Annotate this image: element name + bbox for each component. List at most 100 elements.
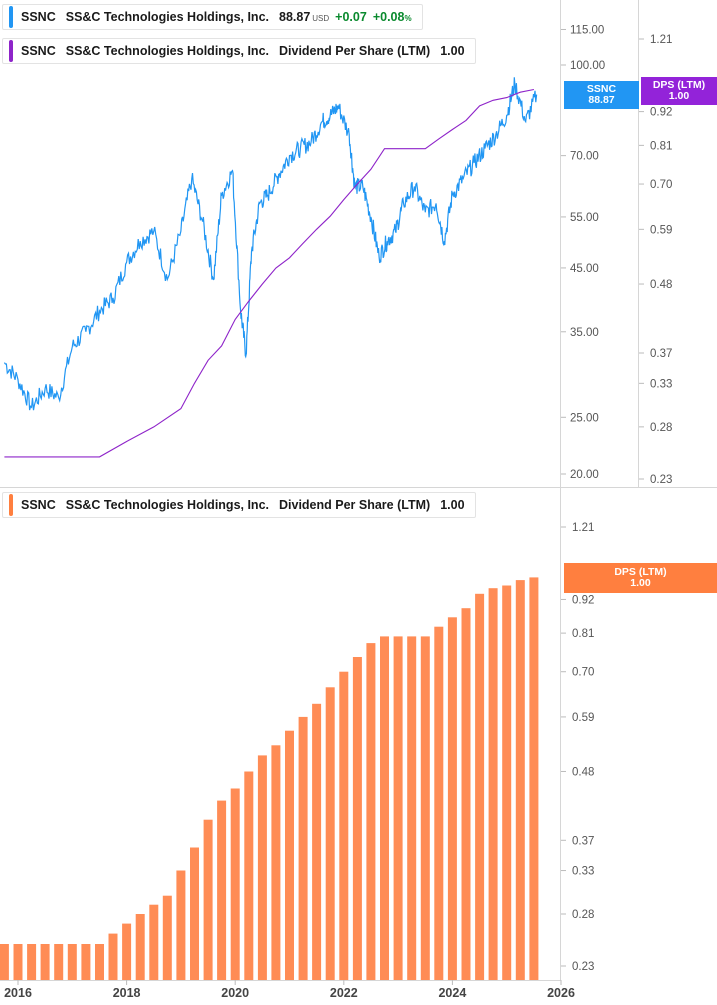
price-legend-swatch	[9, 6, 13, 28]
price-series-line	[3, 77, 538, 411]
price-legend-change-pct: +0.08%	[372, 10, 412, 24]
x-tick-label-4: 2024	[438, 986, 466, 1000]
x-tick-label-1: 2018	[113, 986, 141, 1000]
dps-bottom-tick-label-6: 0.37	[572, 835, 594, 847]
x-tick-label-5: 2026	[547, 986, 575, 1000]
dps-bar-31	[420, 636, 430, 980]
dps-legend-top-value: 1.00	[440, 44, 465, 58]
dps-bottom-tick-label-4: 0.59	[572, 712, 594, 724]
dps-axis-tag-bottom-label: DPS (LTM)	[614, 566, 667, 578]
dps-bottom-tick-label-7: 0.33	[572, 866, 594, 878]
dps-top-tick-label-6: 0.37	[650, 348, 672, 360]
dps-bar-29	[393, 636, 403, 980]
dps-bar-0	[0, 944, 9, 980]
dps-bar-6	[81, 944, 91, 980]
price-legend-currency: USD	[312, 14, 330, 23]
dps-legend-bottom-company: SS&C Technologies Holdings, Inc.	[65, 498, 269, 512]
dps-bar-15	[203, 819, 213, 980]
dps-legend-bottom-ticker: SSNC	[21, 498, 56, 512]
x-tick-label-0: 2016	[4, 986, 32, 1000]
dps-bottom-tick-label-9: 0.23	[572, 961, 594, 973]
dps-bar-5	[67, 944, 77, 980]
dps-bar-12	[162, 895, 172, 980]
dps-bar-9	[122, 923, 132, 980]
dps-top-tick-label-3: 0.70	[650, 179, 672, 191]
price-tick-label-0: 115.00	[570, 24, 604, 36]
dps-bar-24	[325, 687, 335, 980]
dps-bar-21	[285, 730, 294, 980]
price-tick-label-1: 100.00	[570, 60, 605, 72]
dps-top-tick-label-2: 0.81	[650, 140, 672, 152]
price-tick-label-3: 55.00	[570, 212, 599, 224]
dps-legend-bottom-metric: Dividend Per Share (LTM)	[279, 498, 431, 512]
dps-top-tick-label-0: 1.21	[650, 34, 672, 46]
dps-bar-39	[529, 577, 539, 980]
dps-axis-tag-bottom-value: 1.00	[630, 577, 651, 589]
dps-bar-30	[407, 636, 417, 980]
price-tick-label-5: 35.00	[570, 327, 599, 339]
dps-legend-top-swatch	[9, 40, 13, 62]
dps-bar-3	[40, 944, 50, 980]
dps-axis-tag-top: DPS (LTM) 1.00	[641, 77, 717, 105]
dps-bar-1	[13, 944, 23, 980]
dps-axis-tag-top-label: DPS (LTM)	[652, 79, 706, 91]
dps-top-tick-label-5: 0.48	[650, 279, 672, 291]
dps-bar-27	[366, 643, 376, 980]
dps-bar-36	[488, 588, 498, 980]
dps-bar-28	[380, 636, 389, 980]
dps-top-tick-label-8: 0.28	[650, 422, 672, 434]
dps-bar-13	[176, 870, 186, 980]
price-legend-change: +0.07	[335, 10, 367, 24]
dps-legend-bottom: SSNC SS&C Technologies Holdings, Inc. Di…	[2, 492, 476, 518]
dps-bar-18	[244, 771, 254, 980]
dps-bar-14	[190, 847, 199, 980]
price-tick-label-6: 25.00	[570, 412, 599, 424]
dps-bar-2	[27, 944, 37, 980]
dps-legend-bottom-swatch	[9, 494, 13, 516]
price-legend: SSNC SS&C Technologies Holdings, Inc. 88…	[2, 4, 423, 30]
price-tick-label-4: 45.00	[570, 263, 599, 275]
dps-series-line	[4, 88, 535, 458]
dps-axis-tag-bottom: DPS (LTM) 1.00	[564, 563, 717, 593]
dps-bar-11	[149, 904, 159, 980]
price-legend-ticker: SSNC	[21, 10, 56, 24]
dps-bottom-tick-label-1: 0.92	[572, 594, 594, 606]
dps-bar-33	[447, 617, 457, 980]
dps-bottom-tick-label-0: 1.21	[572, 522, 594, 534]
dps-bar-19	[257, 755, 267, 980]
dps-bar-35	[475, 593, 485, 980]
dps-bar-8	[108, 933, 118, 980]
dps-bar-20	[271, 745, 281, 980]
dps-bar-16	[217, 800, 227, 980]
dps-bottom-tick-label-2: 0.81	[572, 628, 594, 640]
dps-bar-32	[434, 626, 444, 980]
dps-bottom-tick-label-8: 0.28	[572, 909, 594, 921]
x-tick-label-3: 2022	[330, 986, 358, 1000]
dps-axis-tag-top-value: 1.00	[668, 90, 690, 102]
dps-bar-34	[461, 608, 471, 980]
dps-bar-10	[135, 914, 145, 980]
price-legend-company: SS&C Technologies Holdings, Inc.	[65, 10, 269, 24]
price-axis-tag-value: 88.87	[588, 94, 615, 106]
dps-bar-7	[95, 944, 104, 980]
price-axis-tag-ticker: SSNC	[586, 83, 617, 95]
dps-top-tick-label-1: 0.92	[650, 107, 672, 119]
dps-bar-25	[339, 671, 349, 980]
dps-legend-top-metric: Dividend Per Share (LTM)	[279, 44, 431, 58]
x-tick-label-2: 2020	[221, 986, 249, 1000]
dps-bar-22	[298, 716, 308, 980]
dps-legend-top-ticker: SSNC	[21, 44, 56, 58]
dps-top-tick-label-7: 0.33	[650, 378, 672, 390]
price-tick-label-7: 20.00	[570, 469, 599, 481]
dps-bar-37	[502, 585, 512, 980]
dps-legend-bottom-value: 1.00	[440, 498, 465, 512]
dps-legend-top-company: SS&C Technologies Holdings, Inc.	[65, 44, 269, 58]
price-axis-tag: SSNC 88.87	[564, 81, 639, 109]
dps-bar-38	[515, 580, 525, 980]
dps-top-tick-label-9: 0.23	[650, 474, 672, 486]
price-legend-value: 88.87	[279, 10, 311, 24]
price-tick-label-2: 70.00	[570, 151, 599, 163]
dps-bar-17	[230, 788, 240, 980]
dps-top-tick-label-4: 0.59	[650, 224, 672, 236]
